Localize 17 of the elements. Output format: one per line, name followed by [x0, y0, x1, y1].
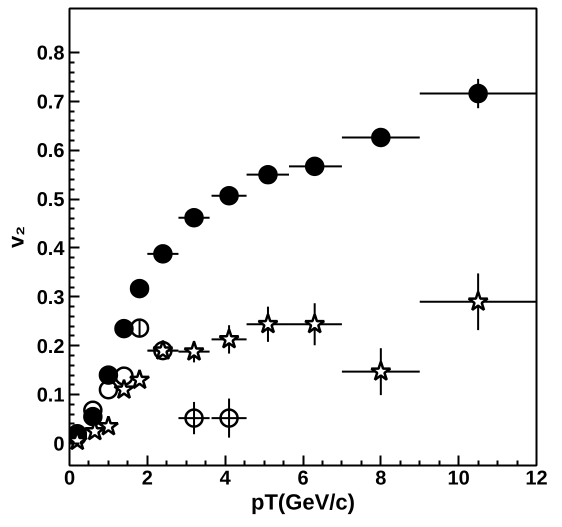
x-tick-label: 12: [525, 468, 548, 490]
y-tick-label: 0: [53, 434, 64, 456]
y-tick-label: 0.6: [36, 140, 65, 162]
y-tick-label: 0.2: [36, 336, 65, 358]
x-tick-label: 2: [142, 468, 153, 490]
y-axis-title: v₂: [4, 226, 29, 248]
x-tick-label: 6: [297, 468, 309, 490]
y-tick-label: 0.1: [36, 384, 65, 407]
x-axis-title: pT(GeV/c): [251, 490, 355, 514]
y-tick-label: 0.4: [36, 238, 66, 260]
y-tick-label: 0.3: [36, 286, 65, 309]
y-tick-label: 0.7: [36, 91, 65, 114]
y-tick-label: 0.5: [36, 189, 65, 212]
x-tick-label: 8: [375, 468, 386, 490]
x-tick-label: 4: [220, 468, 232, 490]
y-tick-label: 0.8: [36, 42, 65, 64]
x-tick-label: 10: [448, 468, 470, 490]
